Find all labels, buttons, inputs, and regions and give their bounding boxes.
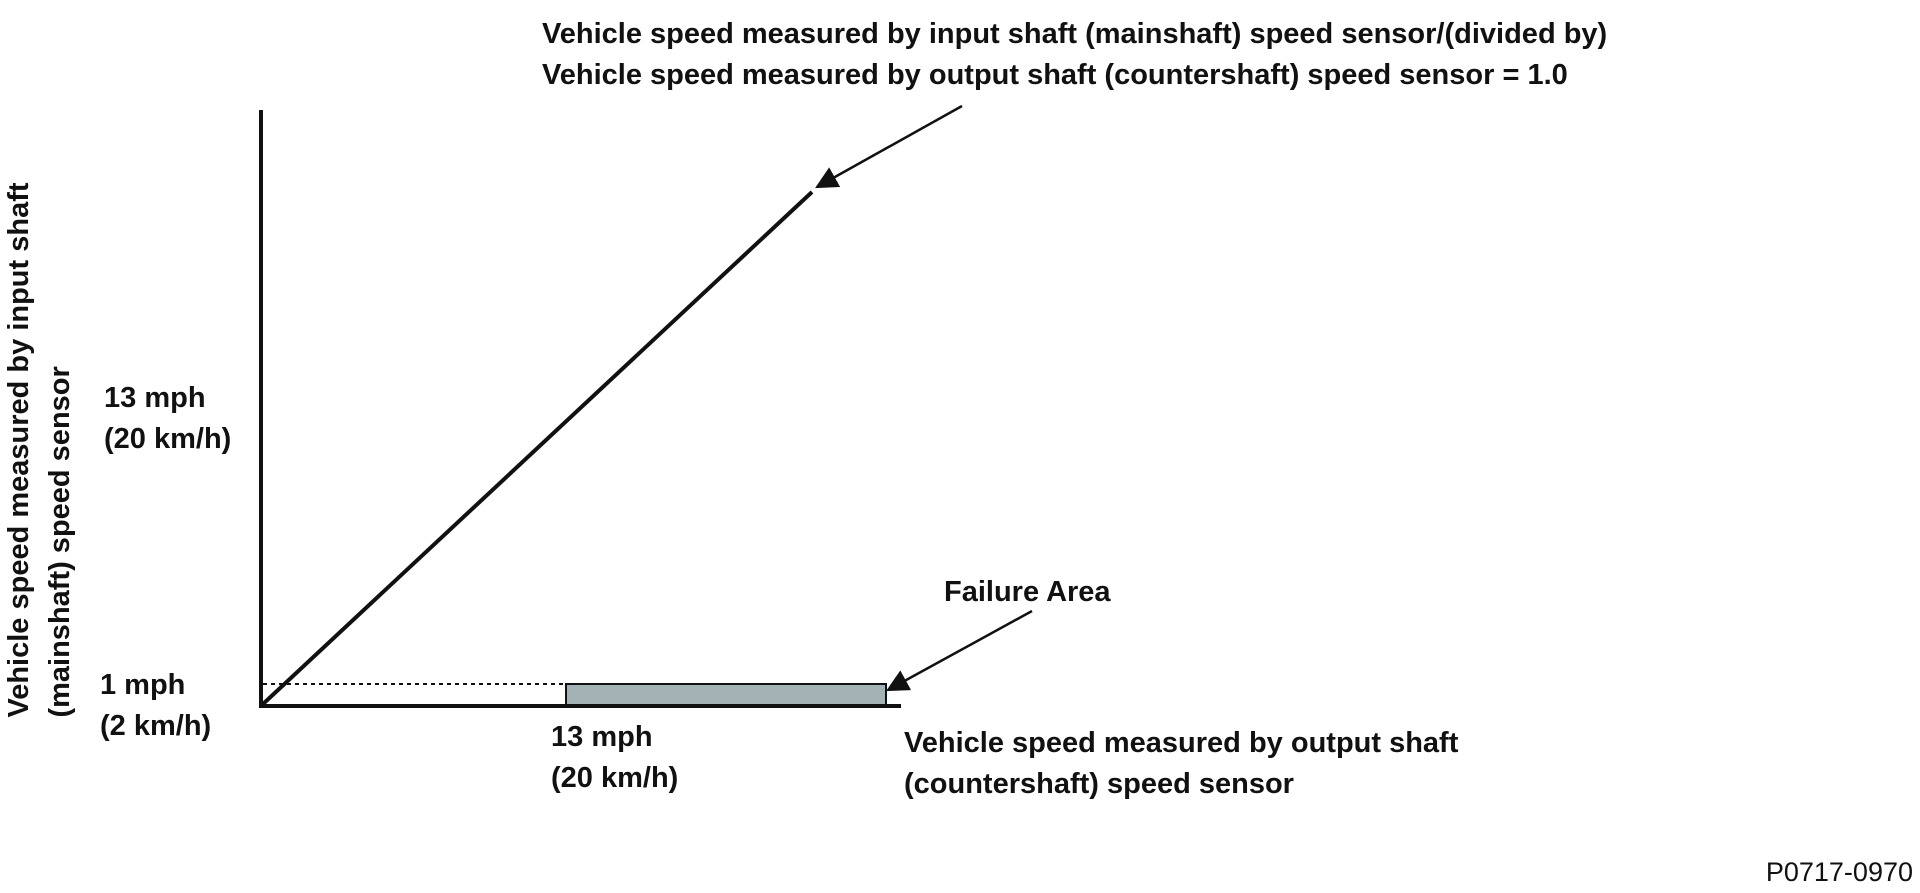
y-tick-1mph-line2: (2 km/h): [100, 710, 212, 742]
figure-code: P0717-0970: [1765, 857, 1913, 887]
x-axis-label-line1: Vehicle speed measured by output shaft: [904, 727, 1459, 759]
failure-area-label: Failure Area: [944, 576, 1111, 608]
x-axis-label: Vehicle speed measured by output shaft (…: [904, 723, 1458, 805]
x-axis-label-line2: (countershaft) speed sensor: [904, 768, 1294, 800]
ratio-line: [261, 190, 814, 706]
y-tick-1mph: 1 mph (2 km/h): [100, 665, 211, 747]
y-tick-13mph-line2: (20 km/h): [104, 423, 232, 455]
top-annotation-line2: Vehicle speed measured by output shaft (…: [542, 59, 1568, 91]
failure-area-arrow: [886, 609, 1033, 692]
y-tick-13mph: 13 mph (20 km/h): [104, 378, 231, 460]
top-annotation: Vehicle speed measured by input shaft (m…: [542, 14, 1607, 96]
y-axis-label-line2: (mainshaft) speed sensor: [44, 366, 76, 718]
y-tick-13mph-line1: 13 mph: [104, 382, 206, 414]
failure-area-rect: [565, 683, 887, 706]
x-tick-13mph-line2: (20 km/h): [551, 762, 679, 794]
top-annotation-line1: Vehicle speed measured by input shaft (m…: [542, 18, 1608, 50]
y-axis-label-line1: Vehicle speed measured by input shaft: [3, 182, 35, 718]
x-tick-13mph-line1: 13 mph: [551, 721, 653, 753]
y-axis-label: Vehicle speed measured by input shaft (m…: [0, 182, 81, 717]
x-tick-13mph: 13 mph (20 km/h): [551, 717, 678, 799]
top-annotation-arrow: [815, 104, 963, 189]
y-tick-1mph-line1: 1 mph: [100, 669, 186, 701]
